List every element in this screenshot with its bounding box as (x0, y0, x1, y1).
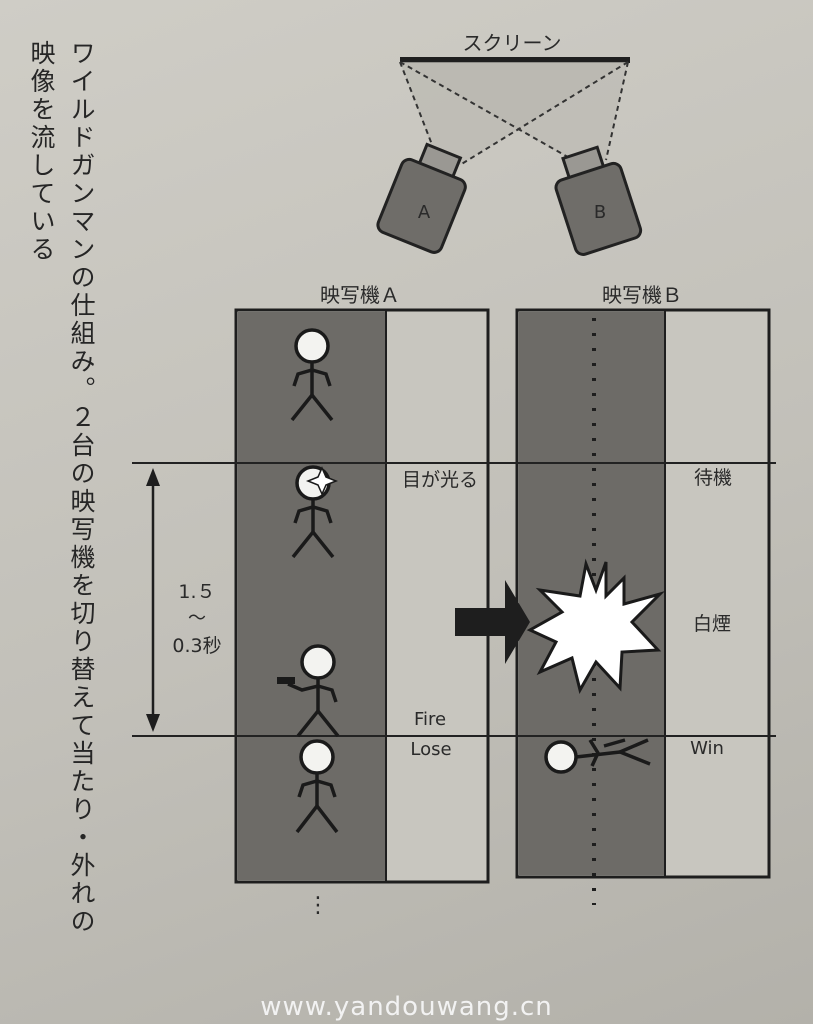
label-eyes-glow: 目が光る (402, 469, 478, 491)
projector-b (554, 145, 643, 256)
projector-a-label: A (418, 202, 431, 223)
film-strip-a (234, 308, 490, 884)
figure-standing (290, 328, 334, 422)
continuation-mark-a: ⋮ (307, 893, 329, 918)
projector-b-label: B (594, 202, 606, 223)
projection-beams (399, 61, 629, 166)
gun-icon (277, 677, 295, 684)
label-win: Win (690, 738, 724, 759)
column-b-title: 映写機Ｂ (602, 283, 682, 307)
continuation-mark-b: ⋮ (583, 887, 605, 912)
eye-glow-spark-icon (305, 466, 339, 496)
caption-text-continued: 映像を流している (27, 40, 56, 264)
timing-value-start: 1.５ (178, 581, 215, 603)
label-standby: 待機 (694, 467, 732, 489)
column-a-title: 映写機Ａ (320, 283, 400, 307)
timing-tilde: ～ (188, 608, 206, 629)
projector-a (376, 142, 467, 254)
screen-label: スクリーン (463, 31, 562, 55)
figure-lose (295, 739, 339, 834)
timing-arrow (146, 468, 160, 732)
label-lose: Lose (410, 739, 451, 760)
caption-text: ワイルドガンマンの仕組み。２台の映写機を切り替えて当たり・外れの (67, 40, 96, 936)
label-white-smoke: 白煙 (693, 613, 731, 635)
switch-arrow-icon (455, 580, 530, 664)
timing-value-end: 0.3秒 (172, 635, 221, 657)
explosion-burst-icon (526, 558, 666, 694)
figure-fallen (544, 738, 651, 774)
label-fire: Fire (414, 709, 446, 730)
watermark: www.yandouwang.cn (260, 992, 553, 1022)
figure-draw-gun (287, 644, 340, 738)
film-strip-b (515, 308, 771, 905)
